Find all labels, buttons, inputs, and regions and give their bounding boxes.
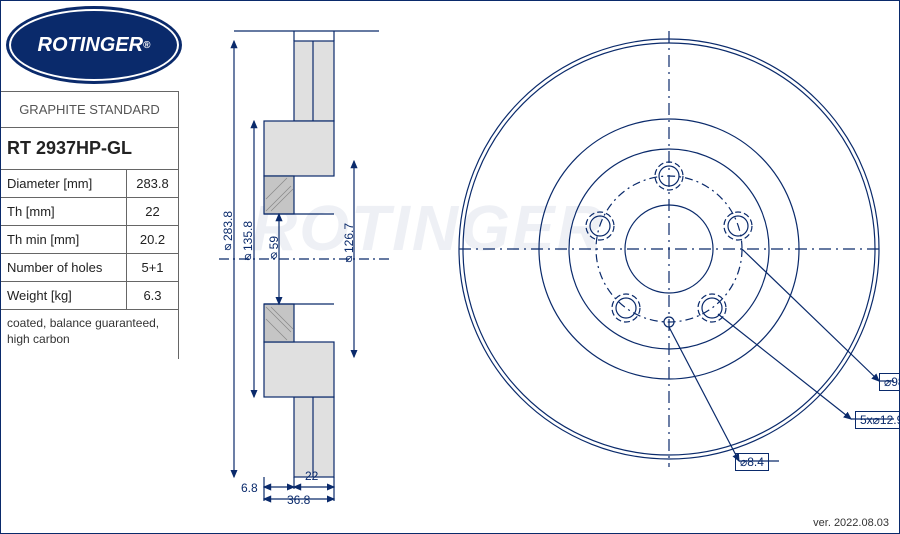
- spec-standard: GRAPHITE STANDARD: [1, 92, 178, 127]
- spec-value: 283.8: [126, 170, 178, 197]
- dim-pcd-dia: ⌀126.7: [342, 223, 356, 267]
- spec-note: coated, balance guaranteed, high carbon: [1, 310, 178, 359]
- spec-label: Number of holes: [1, 254, 126, 281]
- version-label: ver. 2022.08.03: [813, 517, 889, 529]
- table-row: Weight [kg] 6.3: [1, 281, 178, 310]
- spec-value: 5+1: [126, 254, 178, 281]
- dim-thickness: 22: [305, 469, 318, 483]
- dim-pcd: ⌀98: [879, 373, 900, 391]
- spec-value: 20.2: [126, 226, 178, 253]
- spec-value: 6.3: [126, 282, 178, 309]
- table-row: Th min [mm] 20.2: [1, 225, 178, 253]
- table-row: Diameter [mm] 283.8: [1, 169, 178, 197]
- spec-label: Th [mm]: [1, 198, 126, 225]
- dim-hat-dia: ⌀135.8: [241, 221, 255, 265]
- spec-part-number: RT 2937HP-GL: [1, 128, 178, 169]
- spec-standard-row: GRAPHITE STANDARD: [1, 91, 178, 127]
- side-view-drawing: [179, 11, 439, 511]
- dim-overall-depth: 36.8: [287, 493, 310, 507]
- dim-bore-dia: ⌀59: [267, 236, 281, 263]
- spec-label: Diameter [mm]: [1, 170, 126, 197]
- spec-label: Weight [kg]: [1, 282, 126, 309]
- spec-value: 22: [126, 198, 178, 225]
- brand-logo: ROTINGER®: [9, 9, 179, 81]
- dim-extra-hole: ⌀8.4: [735, 453, 769, 471]
- spec-label: Th min [mm]: [1, 226, 126, 253]
- dim-outer-dia: ⌀283.8: [221, 211, 235, 255]
- drawing-area: ⌀283.8 ⌀135.8 ⌀59 ⌀126.7 22 36.8 6.8: [179, 1, 899, 533]
- spec-part-row: RT 2937HP-GL: [1, 127, 178, 169]
- table-row: Number of holes 5+1: [1, 253, 178, 281]
- dim-bolt: 5x⌀12.9: [855, 411, 900, 429]
- dim-hat-face: 6.8: [241, 481, 258, 495]
- front-view-drawing: [439, 11, 899, 511]
- spec-table: GRAPHITE STANDARD RT 2937HP-GL Diameter …: [1, 91, 179, 359]
- brand-name: ROTINGER: [38, 34, 144, 57]
- table-row: Th [mm] 22: [1, 197, 178, 225]
